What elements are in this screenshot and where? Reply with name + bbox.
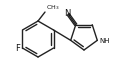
Text: N: N bbox=[64, 9, 71, 18]
Text: CH$_3$: CH$_3$ bbox=[45, 3, 59, 12]
Text: NH: NH bbox=[99, 38, 110, 44]
Text: F: F bbox=[15, 44, 20, 53]
